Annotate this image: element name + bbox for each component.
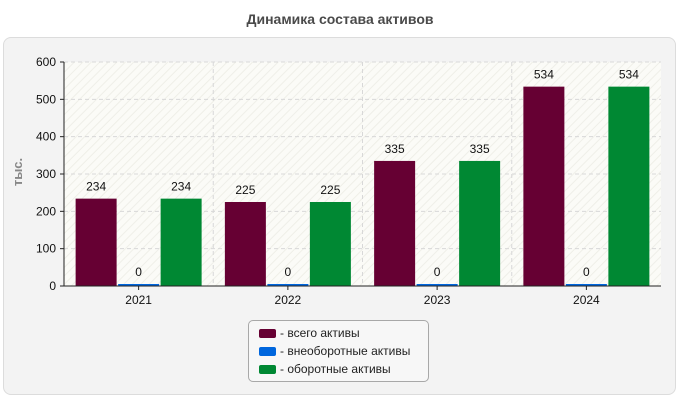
data-label: 234 — [171, 180, 191, 194]
data-label: 534 — [619, 68, 639, 82]
data-label: 0 — [135, 265, 142, 279]
y-tick-label: 400 — [36, 130, 56, 144]
legend-label: - внеоборотные активы — [280, 344, 411, 358]
legend-item: - всего активы — [259, 324, 428, 342]
chart-legend: - всего активы - внеоборотные активы - о… — [248, 320, 429, 382]
bar — [118, 284, 160, 286]
bar — [374, 160, 416, 286]
data-label: 0 — [285, 265, 292, 279]
y-tick-label: 500 — [36, 92, 56, 106]
legend-swatch-noncurrent — [259, 346, 276, 356]
legend-swatch-current — [259, 364, 276, 374]
bar — [160, 198, 202, 286]
data-label: 225 — [235, 183, 255, 197]
legend-swatch-total — [259, 328, 276, 338]
data-label: 0 — [434, 265, 441, 279]
chart-title: Динамика состава активов — [246, 11, 434, 27]
bar — [224, 202, 266, 286]
bar — [459, 160, 501, 286]
bar — [75, 198, 117, 286]
bar — [416, 284, 458, 286]
y-tick-label: 100 — [36, 242, 56, 256]
y-tick-label: 300 — [36, 167, 56, 181]
data-label: 0 — [583, 265, 590, 279]
bar — [523, 86, 565, 286]
y-axis-label: тыс. — [10, 158, 25, 186]
y-tick-label: 600 — [36, 55, 56, 69]
bar — [608, 86, 650, 286]
data-label: 534 — [534, 68, 554, 82]
legend-item: - внеоборотные активы — [259, 342, 428, 360]
x-tick-label: 2022 — [275, 293, 302, 307]
legend-item: - оборотные активы — [259, 360, 428, 378]
bar — [267, 284, 309, 286]
data-label: 335 — [385, 142, 405, 156]
x-tick-label: 2023 — [424, 293, 451, 307]
y-tick-label: 200 — [36, 204, 56, 218]
data-label: 234 — [86, 180, 106, 194]
data-label: 335 — [470, 142, 490, 156]
legend-label: - всего активы — [280, 326, 360, 340]
legend-label: - оборотные активы — [280, 362, 391, 376]
x-tick-label: 2021 — [125, 293, 152, 307]
y-tick-label: 0 — [49, 279, 56, 293]
x-tick-label: 2024 — [573, 293, 600, 307]
bar — [309, 202, 351, 286]
data-label: 225 — [320, 183, 340, 197]
bar — [565, 284, 607, 286]
